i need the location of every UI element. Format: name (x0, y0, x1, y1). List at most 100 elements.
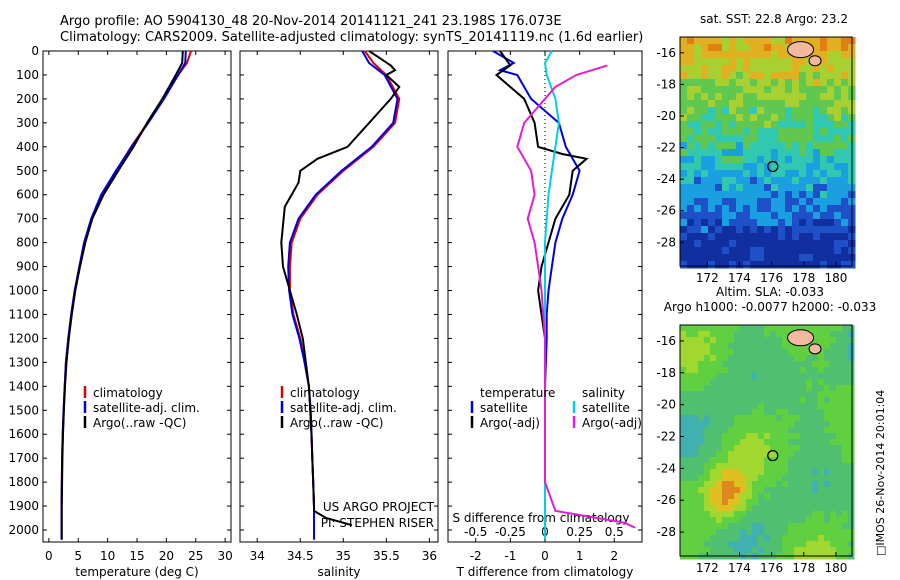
map-cell (722, 499, 729, 506)
map-cell (818, 523, 825, 530)
map-cell (836, 385, 843, 392)
map-cell (842, 445, 849, 452)
map-cell (818, 361, 825, 368)
map-cell (842, 409, 849, 416)
map-cell (836, 517, 843, 524)
map-cell (758, 373, 765, 380)
map-cell (842, 349, 849, 356)
map-cell (812, 403, 819, 410)
map-cell (806, 451, 813, 458)
map-cell (771, 233, 779, 241)
map-cell (771, 170, 779, 178)
map-cell (764, 523, 771, 530)
map-cell (830, 535, 837, 542)
map-cell (799, 233, 807, 241)
map-ytick-label: -16 (656, 46, 676, 60)
map-cell (812, 421, 819, 428)
depth-tick-label: 1700 (8, 451, 39, 465)
map-cell (716, 541, 723, 548)
map-cell (704, 439, 711, 446)
depth-tick-label: 200 (16, 92, 39, 106)
map-cell (776, 505, 783, 512)
map-xtick-label: 176 (760, 561, 783, 575)
map-cell (764, 391, 771, 398)
map-cell (792, 212, 800, 220)
map-cell (776, 529, 783, 536)
map-cell (770, 421, 777, 428)
map-cell (782, 355, 789, 362)
map-cell (715, 128, 723, 136)
map-cell (830, 355, 837, 362)
map-cell (764, 445, 771, 452)
map-cell (848, 511, 855, 518)
map-cell (848, 517, 855, 524)
map-cell (799, 149, 807, 157)
map-cell (752, 385, 759, 392)
map-cell (812, 397, 819, 404)
temperature-legend-label: Argo(..raw -QC) (93, 416, 186, 430)
map-cell (824, 493, 831, 500)
map-cell (794, 385, 801, 392)
map-cell (722, 343, 729, 350)
map-cell (770, 391, 777, 398)
map-cell (746, 529, 753, 536)
map-cell (820, 128, 828, 136)
map-cell (687, 233, 695, 241)
map-cell (818, 481, 825, 488)
map-cell (813, 212, 821, 220)
map-cell (813, 142, 821, 150)
map-cell (800, 487, 807, 494)
map-cell (708, 233, 716, 241)
map-cell (687, 51, 695, 59)
map-cell (722, 261, 730, 269)
map-cell (799, 261, 807, 269)
map-cell (824, 475, 831, 482)
map-cell (728, 391, 735, 398)
map-cell (710, 433, 717, 440)
map-cell (722, 481, 729, 488)
map-cell (794, 481, 801, 488)
map-cell (782, 379, 789, 386)
map-cell (752, 415, 759, 422)
map-cell (698, 385, 705, 392)
map-cell (694, 121, 702, 129)
map-cell (704, 337, 711, 344)
map-cell (812, 385, 819, 392)
map-cell (794, 487, 801, 494)
map-cell (746, 445, 753, 452)
map-cell (752, 469, 759, 476)
map-cell (758, 397, 765, 404)
map-cell (806, 156, 814, 164)
map-cell (698, 379, 705, 386)
map-cell (782, 517, 789, 524)
map-cell (704, 397, 711, 404)
map-cell (752, 541, 759, 548)
map-cell (716, 493, 723, 500)
map-cell (746, 409, 753, 416)
map-cell (680, 72, 688, 80)
map-cell (698, 367, 705, 374)
map-cell (820, 135, 828, 143)
map-cell (764, 170, 772, 178)
map-cell (834, 135, 842, 143)
map-ytick-label: -18 (656, 366, 676, 380)
map-cell (770, 367, 777, 374)
map-cell (736, 149, 744, 157)
map-cell (746, 391, 753, 398)
map-cell (782, 325, 789, 332)
map-cell (728, 499, 735, 506)
map-cell (830, 469, 837, 476)
map-cell (806, 247, 814, 255)
map-cell (770, 415, 777, 422)
map-cell (704, 421, 711, 428)
map-cell (734, 511, 741, 518)
map-cell (728, 331, 735, 338)
map-cell (715, 163, 723, 171)
depth-tick-label: 300 (16, 116, 39, 130)
map-cell (824, 331, 831, 338)
map-cell (694, 37, 702, 45)
map-cell (722, 205, 730, 213)
map-cell (722, 379, 729, 386)
map-cell (757, 107, 765, 115)
map-cell (728, 385, 735, 392)
